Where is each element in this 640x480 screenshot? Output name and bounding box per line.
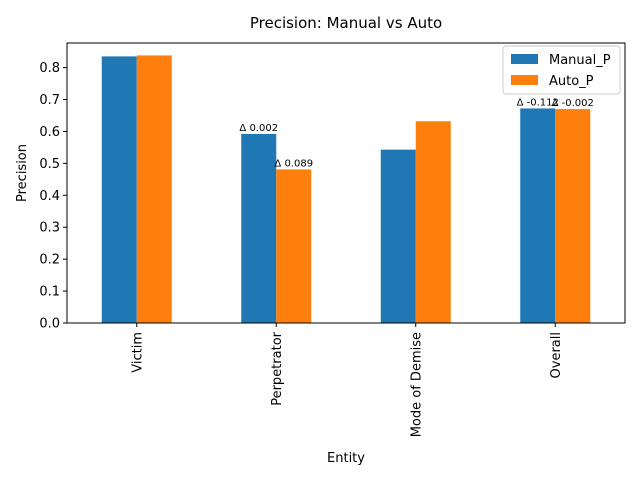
axes-frame: [66, 42, 626, 324]
y-tick-label: 0.7: [39, 93, 60, 108]
plot-area: 0.0 0.1 0.2 0.3 0.4 0.5 0.6 0.7 0.8 Victim Perpetr…: [39, 42, 626, 437]
x-tick-label: Mode of Demise: [409, 332, 424, 437]
bar-manual-p-overall: [520, 108, 556, 323]
chart-title: Precision: Manual vs Auto: [250, 14, 442, 32]
x-tick-label: Overall: [549, 332, 564, 378]
y-tick-label: 0.0: [39, 317, 60, 332]
delta-annotation: Δ -0.002: [552, 98, 594, 109]
legend: Manual_P Auto_P: [502, 45, 621, 95]
x-axis-label: Entity: [327, 451, 365, 466]
delta-annotation: Δ 0.002: [239, 123, 278, 134]
y-tick-label: 0.2: [39, 253, 60, 268]
y-axis-label: Precision: [15, 144, 30, 202]
legend-swatch: [511, 75, 538, 85]
bar-manual-p-mode-of-demise: [380, 149, 416, 323]
bar-manual-p-victim: [101, 56, 137, 323]
legend-swatch: [511, 54, 538, 64]
bar-manual-p-perpetrator: [241, 133, 277, 323]
bar-auto-p-perpetrator: [276, 169, 312, 323]
y-tick-label: 0.3: [39, 221, 60, 236]
legend-label: Manual_P: [549, 53, 611, 68]
x-tick-label: Victim: [130, 332, 145, 373]
legend-label: Auto_P: [549, 74, 594, 89]
bar-auto-p-mode-of-demise: [415, 121, 451, 323]
bar-auto-p-overall: [555, 109, 591, 324]
x-tick-label: Perpetrator: [270, 331, 285, 405]
y-tick-label: 0.1: [39, 285, 60, 300]
y-tick-label: 0.5: [39, 157, 60, 172]
y-tick-label: 0.8: [39, 61, 60, 76]
y-tick-label: 0.4: [39, 189, 60, 204]
y-tick-label: 0.6: [39, 125, 60, 140]
delta-annotation: Δ 0.089: [274, 158, 313, 169]
delta-annotation: Δ -0.112: [517, 97, 559, 108]
bar-auto-p-victim: [136, 55, 172, 323]
